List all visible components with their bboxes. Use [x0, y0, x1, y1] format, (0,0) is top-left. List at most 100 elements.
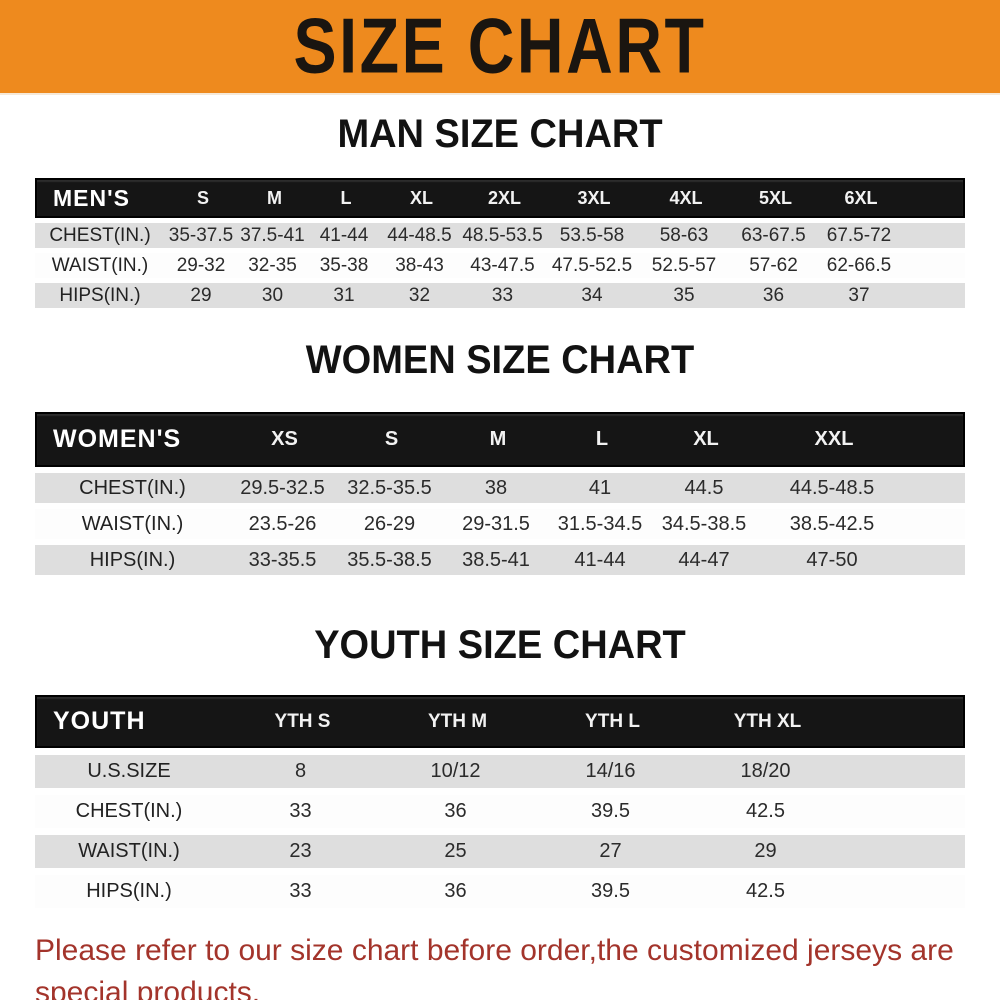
women-hips-row: HIPS(IN.) 33-35.5 35.5-38.5 38.5-41 41-44 44… [35, 545, 965, 575]
women-table-header-label: WOMEN'S [53, 425, 182, 453]
men-size-column-header: M [267, 187, 282, 208]
youth-ussize-value: 14/16 [585, 760, 636, 782]
youth-ussize-value: 10/12 [430, 760, 481, 782]
youth-chest-value: 39.5 [591, 800, 630, 822]
youth-waist-value: 27 [599, 840, 622, 862]
men-waist-value: 32-35 [248, 254, 297, 276]
youth-size-column-header: YTH L [585, 710, 640, 732]
disclaimer-line-1: Please refer to our size chart before or… [35, 934, 954, 1000]
women-size-column-header: L [595, 428, 609, 450]
women-waist-value: 34.5-38.5 [661, 512, 747, 535]
women-size-column-header: XXL [814, 428, 854, 450]
men-hips-value: 34 [581, 284, 603, 306]
youth-table-header-label: YOUTH [53, 707, 146, 735]
women-size-table: WOMEN'S XS S M L XL XXL CHEST(IN.) 29.5-32.5 3… [35, 412, 965, 575]
men-chest-value: 48.5-53.5 [462, 224, 543, 246]
women-chest-value: 32.5-35.5 [347, 476, 432, 499]
men-chest-value: 67.5-72 [826, 224, 892, 246]
youth-size-column-header: YTH XL [733, 710, 802, 732]
men-size-column-header: S [196, 187, 209, 208]
men-size-column-header: 6XL [844, 187, 878, 208]
men-waist-value: 35-38 [319, 254, 369, 276]
men-waist-value: 62-66.5 [826, 254, 892, 276]
youth-ussize-row-label: U.S.SIZE [87, 760, 171, 782]
youth-waist-row-label: WAIST(IN.) [78, 840, 180, 862]
youth-hips-value: 42.5 [746, 880, 785, 902]
youth-hips-value: 36 [444, 880, 467, 902]
men-size-column-header: XL [409, 187, 433, 208]
women-section-title: WOMEN SIZE CHART [305, 338, 695, 382]
men-size-table: MEN'S S M L XL 2XL 3XL 4XL 5XL 6XL CHEST(IN.) 35… [35, 178, 965, 308]
men-hips-value: 37 [848, 284, 870, 306]
men-chest-value: 58-63 [659, 224, 709, 246]
women-waist-value: 26-29 [363, 512, 416, 535]
men-hips-value: 32 [408, 284, 431, 306]
men-size-column-header: 3XL [577, 187, 611, 208]
men-size-column-header: 2XL [487, 187, 521, 208]
men-hips-value: 35 [673, 284, 695, 306]
youth-ussize-value: 18/20 [740, 760, 791, 782]
women-hips-value: 33-35.5 [248, 548, 317, 571]
youth-chest-value: 36 [444, 800, 467, 822]
women-hips-value: 35.5-38.5 [347, 548, 432, 571]
women-chest-value: 44.5 [684, 476, 724, 499]
men-waist-value: 38-43 [395, 254, 444, 276]
youth-chest-value: 33 [289, 800, 312, 822]
banner: SIZE CHART [0, 0, 1000, 95]
youth-chest-row-label: CHEST(IN.) [75, 800, 183, 822]
men-waist-value: 29-32 [176, 254, 226, 276]
youth-size-column-header: YTH S [274, 710, 331, 732]
youth-chest-value: 42.5 [746, 800, 785, 822]
women-waist-row-label: WAIST(IN.) [81, 512, 184, 535]
men-hips-value: 31 [333, 284, 355, 306]
men-chest-value: 44-48.5 [387, 224, 452, 246]
men-waist-value: 57-62 [749, 254, 798, 276]
men-chest-row: CHEST(IN.) 35-37.5 37.5-41 41-44 44-48.5 48.… [35, 223, 965, 248]
youth-hips-row: HIPS(IN.) 33 36 39.5 42.5 [35, 875, 965, 908]
youth-table-header-row: YOUTH YTH S YTH M YTH L YTH XL [35, 695, 965, 748]
men-hips-value: 33 [491, 284, 514, 306]
women-chest-row-label: CHEST(IN.) [79, 476, 186, 499]
men-size-column-header: L [340, 187, 352, 208]
women-waist-value: 23.5-26 [248, 512, 317, 535]
women-waist-row: WAIST(IN.) 23.5-26 26-29 29-31.5 31.5-34.5 3… [35, 509, 965, 539]
men-chest-value: 35-37.5 [168, 224, 234, 246]
men-waist-value: 52.5-57 [651, 254, 717, 276]
youth-hips-row-label: HIPS(IN.) [86, 880, 172, 902]
men-hips-row-label: HIPS(IN.) [59, 284, 141, 306]
page-title: SIZE CHART [293, 3, 707, 90]
women-chest-value: 29.5-32.5 [240, 476, 325, 499]
youth-ussize-value: 8 [294, 760, 307, 782]
men-waist-value: 47.5-52.5 [551, 254, 633, 276]
women-hips-value: 38.5-41 [462, 548, 530, 571]
men-waist-value: 43-47.5 [470, 254, 535, 276]
women-chest-value: 41 [588, 476, 612, 499]
men-size-column-header: 5XL [758, 187, 792, 208]
women-hips-value: 44-47 [678, 548, 730, 571]
men-hips-row: HIPS(IN.) 29 30 31 32 33 34 35 36 37 [35, 283, 965, 308]
youth-waist-value: 29 [754, 840, 777, 862]
youth-ussize-row: U.S.SIZE 8 10/12 14/16 18/20 [35, 755, 965, 788]
men-hips-value: 36 [762, 284, 785, 306]
disclaimer-note: Please refer to our size chart before or… [0, 930, 1000, 1000]
men-table-header-label: MEN'S [53, 184, 130, 211]
men-hips-value: 30 [261, 284, 284, 306]
men-chest-value: 53.5-58 [559, 224, 625, 246]
youth-size-table: YOUTH YTH S YTH M YTH L YTH XL U.S.SIZE 8 10… [35, 695, 965, 908]
women-chest-value: 44.5-48.5 [789, 476, 875, 499]
men-hips-value: 29 [190, 284, 212, 306]
youth-section-title: YOUTH SIZE CHART [314, 623, 686, 667]
youth-hips-value: 39.5 [591, 880, 630, 902]
women-waist-value: 38.5-42.5 [789, 512, 875, 535]
women-size-column-header: S [384, 428, 399, 450]
youth-hips-value: 33 [289, 880, 312, 902]
men-chest-value: 37.5-41 [240, 224, 305, 246]
men-chest-value: 41-44 [319, 224, 369, 246]
youth-waist-value: 25 [444, 840, 467, 862]
women-chest-row: CHEST(IN.) 29.5-32.5 32.5-35.5 38 41 44.5 44.… [35, 473, 965, 503]
women-waist-value: 31.5-34.5 [557, 512, 643, 535]
youth-waist-row: WAIST(IN.) 23 25 27 29 [35, 835, 965, 868]
women-table-header-row: WOMEN'S XS S M L XL XXL [35, 412, 965, 467]
women-hips-row-label: HIPS(IN.) [89, 548, 176, 571]
women-hips-value: 47-50 [806, 548, 858, 571]
